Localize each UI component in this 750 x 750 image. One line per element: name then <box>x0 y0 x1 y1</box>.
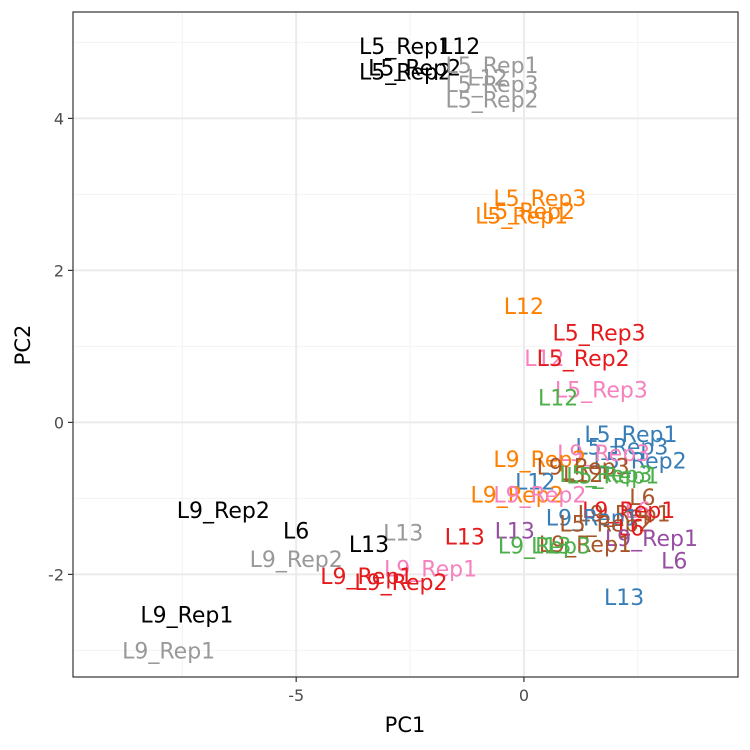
point-label: L5_Rep1 <box>566 465 659 490</box>
point-label: L9_Rep2 <box>250 548 343 573</box>
point-label: L12 <box>440 35 480 60</box>
point-label: L9_Rep1 <box>578 503 671 528</box>
point-label: L9_Rep1 <box>539 533 632 558</box>
point-labels: L5_Rep1L12L5_Rep2L5_Rep2L5_Rep1L12L5_Rep… <box>122 35 698 664</box>
point-label: L9_Rep2 <box>177 499 270 524</box>
point-label: L6 <box>629 486 655 511</box>
point-label: L5_Rep1 <box>584 423 677 448</box>
point-label: L9_Rep2 <box>471 484 564 509</box>
major-gridlines <box>73 12 738 677</box>
x-tick-label: 0 <box>519 686 529 705</box>
x-tick-label: -5 <box>288 686 304 705</box>
point-label: L9_Rep1 <box>140 604 233 629</box>
point-label: L5_Rep1 <box>359 35 452 60</box>
y-axis-title: PC2 <box>11 325 35 366</box>
point-label: L9_Rep1 <box>605 527 698 552</box>
y-tick-label: 0 <box>54 413 64 432</box>
point-label: L13 <box>445 525 485 550</box>
axis-ticks: -5 0 -2 0 2 4 <box>48 109 529 705</box>
point-label: L5_Rep1 <box>475 205 568 230</box>
y-tick-label: 2 <box>54 261 64 280</box>
point-label: L5_Rep3 <box>446 73 539 98</box>
point-label: L13 <box>383 522 423 547</box>
point-label: L13 <box>604 586 644 611</box>
point-label: L6 <box>618 516 644 541</box>
plot-panel-border <box>72 11 739 678</box>
point-label: L12 <box>504 295 544 320</box>
point-label: L5_Rep2 <box>359 60 452 85</box>
point-label: L5_Rep2 <box>368 56 461 81</box>
point-label: L13 <box>495 519 535 544</box>
point-label: L12 <box>467 66 507 91</box>
point-label: L5_Rep2 <box>594 449 687 474</box>
point-label: L5_Rep3 <box>553 322 646 347</box>
point-label: L9_Rep3 <box>498 535 591 560</box>
minor-gridlines <box>73 12 738 677</box>
point-label: L13 <box>349 533 389 558</box>
point-label: L9_Rep1 <box>384 557 477 582</box>
point-label: L5_Rep3 <box>559 463 652 488</box>
point-label: L6 <box>283 519 309 544</box>
point-label: L9_Rep3 <box>557 442 650 467</box>
x-axis-title: PC1 <box>385 713 426 737</box>
point-label: L5_Rep1 <box>446 54 539 79</box>
point-label: L5_Rep3 <box>555 379 648 404</box>
point-label: L9_Rep1 <box>546 506 639 531</box>
point-label: L5_Rep2 <box>537 347 630 372</box>
y-tick-label: 4 <box>54 109 64 128</box>
y-tick-label: -2 <box>48 565 64 584</box>
point-label: L5_Rep3 <box>493 187 586 212</box>
point-label: L9_Rep2 <box>493 448 586 473</box>
point-label: L9_Rep1 <box>122 639 215 664</box>
point-label: L9_Rep1 <box>320 565 413 590</box>
point-label: L9_Rep1 <box>582 499 675 524</box>
point-label: L5_Rep2 <box>559 512 652 537</box>
point-label: L6 <box>661 550 687 575</box>
point-label: L5_Rep3 <box>575 436 668 461</box>
point-label: L9_Rep2 <box>493 484 586 509</box>
point-label: L12 <box>515 471 555 496</box>
point-label: L5_Rep2 <box>446 88 539 113</box>
point-label: L12 <box>524 347 564 372</box>
point-label: L9_Rep3 <box>537 455 630 480</box>
point-label: L5_Rep2 <box>482 200 575 225</box>
point-label: L13 <box>531 535 571 560</box>
point-label: L12 <box>538 386 578 411</box>
point-label: L6 <box>625 499 651 524</box>
point-label: L9_Rep2 <box>354 571 447 596</box>
point-label: L12 <box>563 463 603 488</box>
